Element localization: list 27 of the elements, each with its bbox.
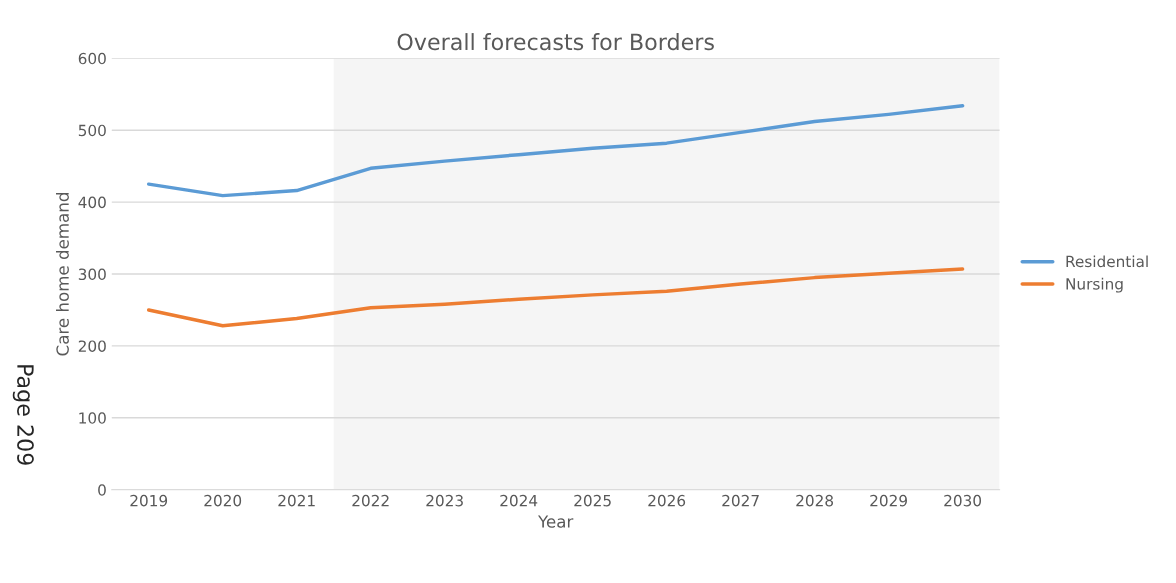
x-tick-label: 2025 <box>574 494 611 507</box>
text: Page 209 <box>12 365 34 465</box>
x-tick-label: 2027 <box>722 494 759 507</box>
chart-title: Overall forecasts for Borders <box>397 33 714 51</box>
y-tick-label: 100 <box>79 412 106 424</box>
x-tick-label: 2028 <box>796 494 834 507</box>
line-series <box>146 104 965 198</box>
y-tick-label: 300 <box>78 268 106 281</box>
y-tick-label: 400 <box>78 196 106 209</box>
x-tick-label: 2019 <box>130 494 168 507</box>
x-tick-label: 2030 <box>944 494 982 507</box>
x-tick-label: 2022 <box>352 494 389 507</box>
legend-label: Nursing <box>1066 277 1123 293</box>
y-tick-label: 200 <box>78 340 106 352</box>
legend-label: Residential <box>1066 255 1148 268</box>
x-tick-label: 2023 <box>426 494 463 507</box>
line-series <box>146 267 965 328</box>
y-axis-title: Care home demand <box>56 193 69 356</box>
y-tick-label: 500 <box>78 124 106 137</box>
x-tick-label: 2024 <box>500 494 538 507</box>
y-tick-label: 600 <box>78 52 106 65</box>
y-tick-label: 0 <box>98 484 106 496</box>
x-tick-label: 2020 <box>204 494 242 507</box>
x-tick-label: 2026 <box>648 494 686 507</box>
x-tick-label: 2021 <box>278 494 315 507</box>
x-tick-label: 2029 <box>870 494 907 507</box>
x-axis-title: Year <box>537 515 574 528</box>
